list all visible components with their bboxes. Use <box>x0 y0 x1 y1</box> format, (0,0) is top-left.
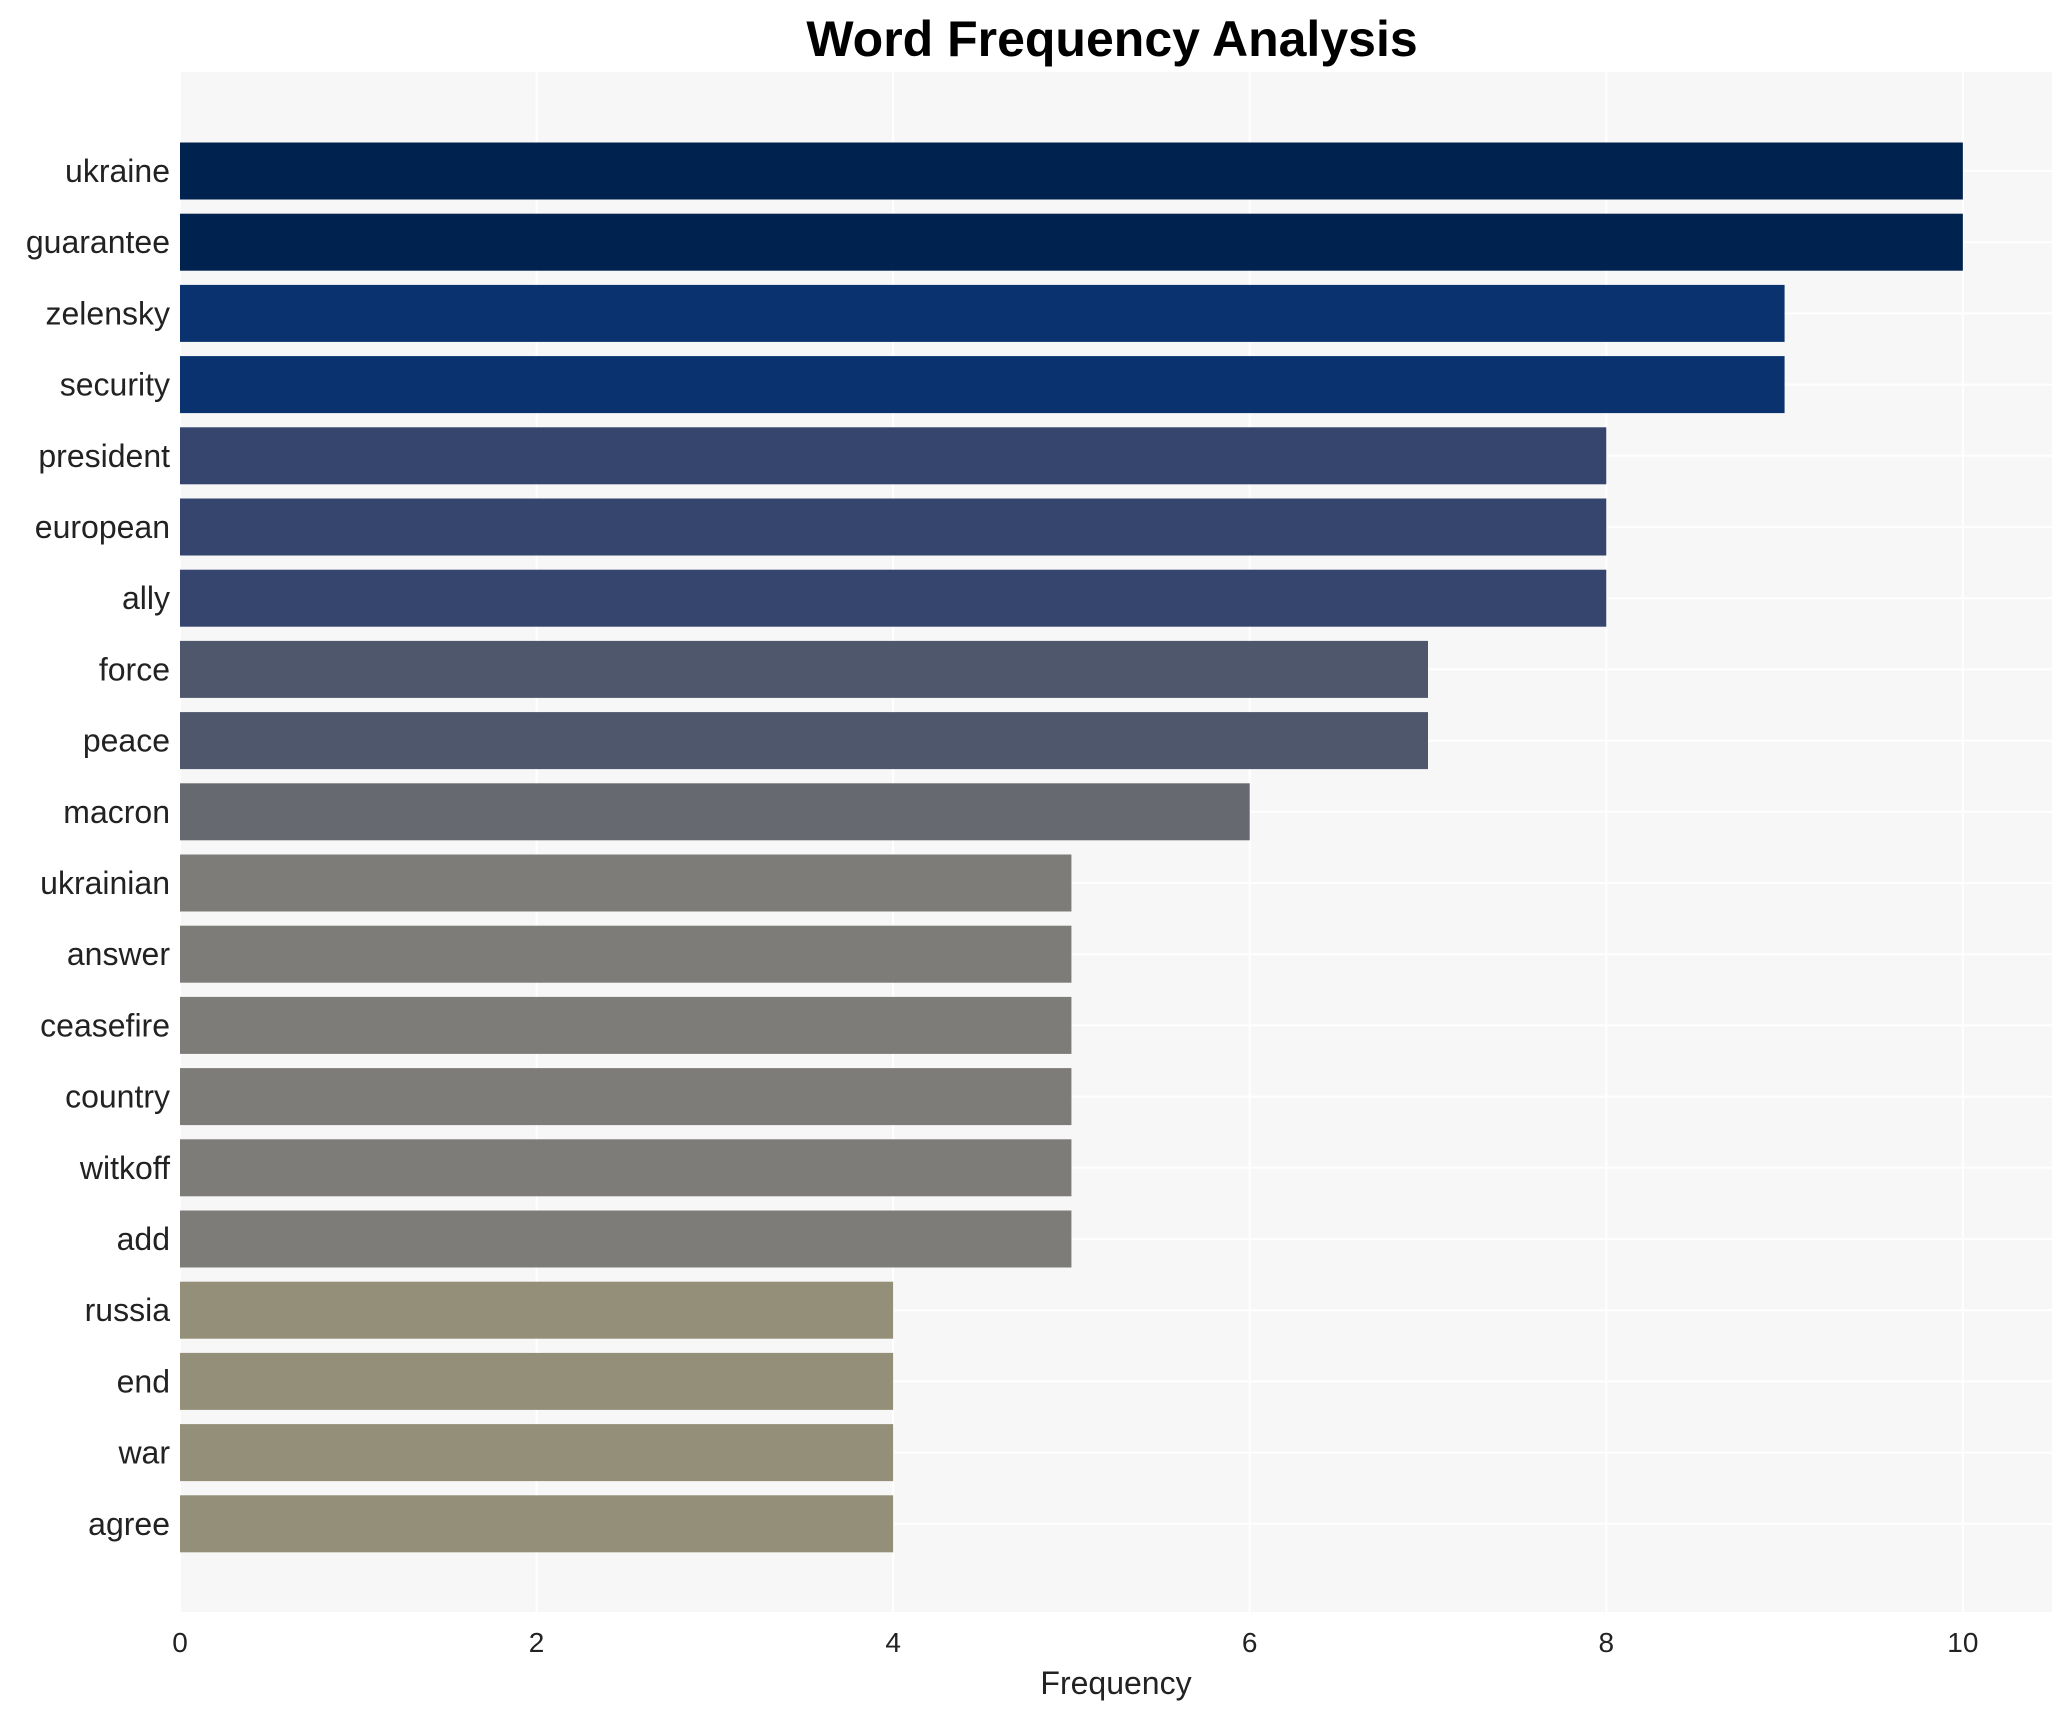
y-label-peace: peace <box>83 723 170 759</box>
x-tick-label-10: 10 <box>1947 1627 1978 1658</box>
bar-war <box>180 1424 894 1482</box>
y-label-answer: answer <box>67 936 171 972</box>
bar-european <box>180 498 1607 556</box>
y-label-president: president <box>38 438 170 474</box>
y-label-zelensky: zelensky <box>46 295 171 331</box>
y-label-security: security <box>60 367 170 403</box>
bar-russia <box>180 1281 894 1339</box>
y-label-ukraine: ukraine <box>65 153 170 189</box>
y-label-add: add <box>117 1221 170 1257</box>
x-axis-label: Frequency <box>1040 1665 1191 1701</box>
bar-macron <box>180 783 1250 841</box>
y-label-ceasefire: ceasefire <box>40 1007 170 1043</box>
bar-ukrainian <box>180 854 1072 912</box>
bar-end <box>180 1352 894 1410</box>
y-label-guarantee: guarantee <box>26 224 170 260</box>
y-label-end: end <box>117 1363 170 1399</box>
y-label-force: force <box>99 651 170 687</box>
bar-guarantee <box>180 213 1963 271</box>
y-label-war: war <box>117 1435 170 1471</box>
bar-security <box>180 356 1785 414</box>
bar-answer <box>180 925 1072 983</box>
chart-title: Word Frequency Analysis <box>806 11 1417 67</box>
y-label-european: european <box>35 509 170 545</box>
bar-agree <box>180 1495 894 1553</box>
y-label-country: country <box>65 1079 170 1115</box>
y-label-ally: ally <box>122 580 170 616</box>
y-axis-labels: ukraine guarantee zelensky security presiden… <box>26 153 170 1542</box>
y-label-witkoff: witkoff <box>79 1150 170 1186</box>
x-tick-label-8: 8 <box>1598 1627 1614 1658</box>
x-tick-label-0: 0 <box>172 1627 188 1658</box>
y-label-agree: agree <box>88 1506 170 1542</box>
x-tick-label-6: 6 <box>1242 1627 1258 1658</box>
bar-country <box>180 1068 1072 1126</box>
bars <box>180 142 1963 1553</box>
bar-ukraine <box>180 142 1963 200</box>
bar-peace <box>180 712 1428 770</box>
bar-president <box>180 427 1607 485</box>
bar-add <box>180 1210 1072 1268</box>
bar-zelensky <box>180 284 1785 342</box>
x-tick-label-4: 4 <box>885 1627 901 1658</box>
bar-ceasefire <box>180 996 1072 1054</box>
bar-ally <box>180 569 1607 627</box>
y-label-macron: macron <box>63 794 170 830</box>
x-axis-ticks: 0 2 4 6 8 10 <box>172 1627 1978 1658</box>
bar-witkoff <box>180 1139 1072 1197</box>
x-tick-label-2: 2 <box>529 1627 545 1658</box>
y-label-ukrainian: ukrainian <box>40 865 170 901</box>
y-label-russia: russia <box>85 1292 171 1328</box>
bar-force <box>180 640 1428 698</box>
